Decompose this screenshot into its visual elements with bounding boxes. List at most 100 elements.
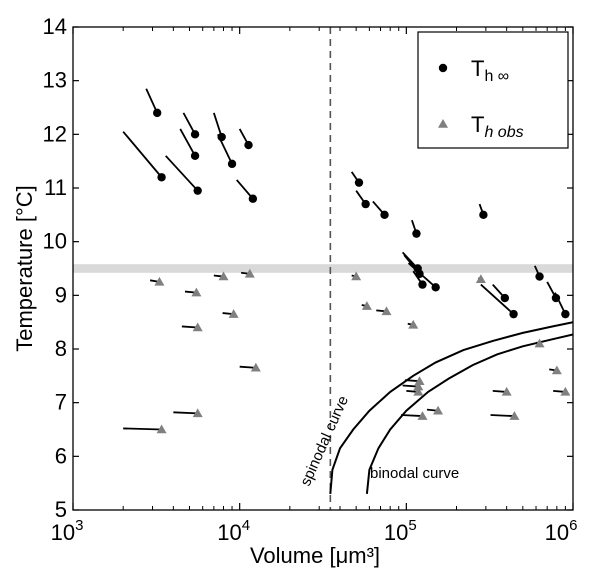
point-triangle bbox=[218, 271, 229, 281]
legend-label: Th obs bbox=[471, 112, 524, 141]
y-tick-label: 7 bbox=[55, 390, 67, 415]
x-tick-base: 10 bbox=[217, 520, 241, 545]
legend-subscript: h ∞ bbox=[484, 68, 509, 85]
point-triangle bbox=[361, 301, 372, 310]
point-triangle bbox=[534, 338, 545, 348]
point-triangle bbox=[244, 268, 255, 278]
point-triangle bbox=[475, 274, 486, 283]
tail-1-1 bbox=[123, 427, 162, 431]
plot-frame bbox=[72, 26, 574, 511]
point-triangle bbox=[433, 405, 444, 415]
x-tick-label: 104 bbox=[217, 517, 250, 545]
tail-0-5 bbox=[212, 112, 223, 138]
x-tick-exponent: 5 bbox=[408, 517, 416, 534]
x-axis-label: Volume [μm³] bbox=[250, 543, 380, 568]
band-layer bbox=[73, 264, 573, 273]
legend: Th ∞Th obs bbox=[417, 31, 569, 149]
spinodal-curve-label: spinodal curve bbox=[297, 393, 352, 488]
axes-layer bbox=[72, 26, 574, 511]
tail-0-4 bbox=[165, 155, 199, 192]
y-tick-label: 8 bbox=[55, 336, 67, 361]
point-triangle bbox=[351, 271, 362, 281]
markers-layer bbox=[152, 108, 571, 434]
point-circle bbox=[193, 186, 202, 195]
point-triangle bbox=[413, 386, 424, 396]
point-triangle bbox=[413, 381, 424, 391]
tail-0-3 bbox=[179, 128, 196, 157]
point-circle bbox=[500, 293, 510, 303]
point-circle bbox=[431, 283, 440, 292]
point-triangle bbox=[191, 287, 202, 297]
x-tick-exponent: 4 bbox=[242, 517, 250, 534]
point-triangle bbox=[414, 376, 425, 385]
point-triangle bbox=[192, 322, 203, 332]
tail-0-0 bbox=[145, 88, 159, 114]
binodal-curve-label: binodal curve bbox=[370, 465, 459, 482]
point-triangle bbox=[501, 386, 512, 396]
axis-labels-layer: Volume [μm³] Temperature [°C] bbox=[12, 185, 380, 568]
point-triangle bbox=[408, 319, 419, 329]
tail-1-20 bbox=[490, 414, 515, 417]
point-circle bbox=[415, 269, 424, 279]
point-triangle bbox=[509, 411, 520, 420]
y-tick-label: 13 bbox=[43, 68, 67, 93]
y-tick-label: 6 bbox=[55, 443, 67, 468]
point-triangle bbox=[228, 309, 239, 318]
y-tick-label: 14 bbox=[43, 14, 67, 39]
y-tick-label: 9 bbox=[55, 282, 67, 307]
tail-0-19 bbox=[480, 283, 515, 315]
threshold-band bbox=[73, 264, 573, 273]
x-tick-exponent: 3 bbox=[75, 517, 83, 534]
legend-subscript: h obs bbox=[484, 124, 523, 141]
point-circle bbox=[248, 194, 258, 203]
legend-label: Th ∞ bbox=[471, 56, 509, 85]
legend-circle-marker bbox=[438, 63, 448, 73]
x-tick-base: 10 bbox=[51, 520, 75, 545]
point-circle bbox=[561, 309, 570, 319]
x-tick-base: 10 bbox=[545, 520, 569, 545]
legend-triangle-marker bbox=[438, 119, 448, 128]
binodal-curve bbox=[365, 333, 573, 495]
tail-1-16 bbox=[401, 414, 423, 417]
point-triangle bbox=[192, 408, 203, 418]
legend-symbol: T bbox=[471, 56, 484, 81]
tail-0-1 bbox=[122, 131, 163, 178]
y-tick-label: 10 bbox=[43, 229, 67, 254]
x-tick-label: 106 bbox=[545, 517, 578, 545]
point-triangle bbox=[417, 411, 428, 420]
y-tick-label: 11 bbox=[44, 175, 67, 200]
x-tick-label: 103 bbox=[51, 517, 84, 545]
point-circle bbox=[190, 130, 200, 139]
point-circle bbox=[412, 229, 421, 238]
x-tick-label: 105 bbox=[384, 517, 417, 545]
point-circle bbox=[551, 293, 561, 303]
tail-1-4 bbox=[173, 411, 198, 415]
point-triangle bbox=[560, 386, 571, 396]
legend-symbol: T bbox=[471, 112, 484, 137]
point-circle bbox=[380, 210, 389, 220]
point-circle bbox=[157, 173, 166, 182]
point-circle bbox=[217, 132, 226, 142]
point-triangle bbox=[250, 362, 261, 372]
point-circle bbox=[354, 178, 364, 187]
point-circle bbox=[418, 280, 427, 289]
curves-layer: spinodal curve binodal curve bbox=[297, 321, 573, 495]
point-triangle bbox=[551, 365, 562, 375]
point-triangle bbox=[381, 306, 392, 316]
point-triangle bbox=[154, 276, 165, 286]
point-circle bbox=[535, 272, 544, 281]
x-tick-exponent: 6 bbox=[569, 517, 577, 534]
legend-box bbox=[417, 31, 569, 149]
y-axis-label: Temperature [°C] bbox=[12, 185, 37, 352]
y-tick-label: 12 bbox=[43, 121, 67, 146]
point-circle bbox=[361, 199, 370, 209]
point-triangle bbox=[156, 424, 167, 434]
point-circle bbox=[244, 140, 253, 150]
point-circle bbox=[227, 159, 237, 169]
spinodal-curve bbox=[329, 321, 573, 494]
point-circle bbox=[479, 210, 488, 220]
y-tick-label: 5 bbox=[55, 497, 67, 522]
x-tick-base: 10 bbox=[384, 520, 408, 545]
